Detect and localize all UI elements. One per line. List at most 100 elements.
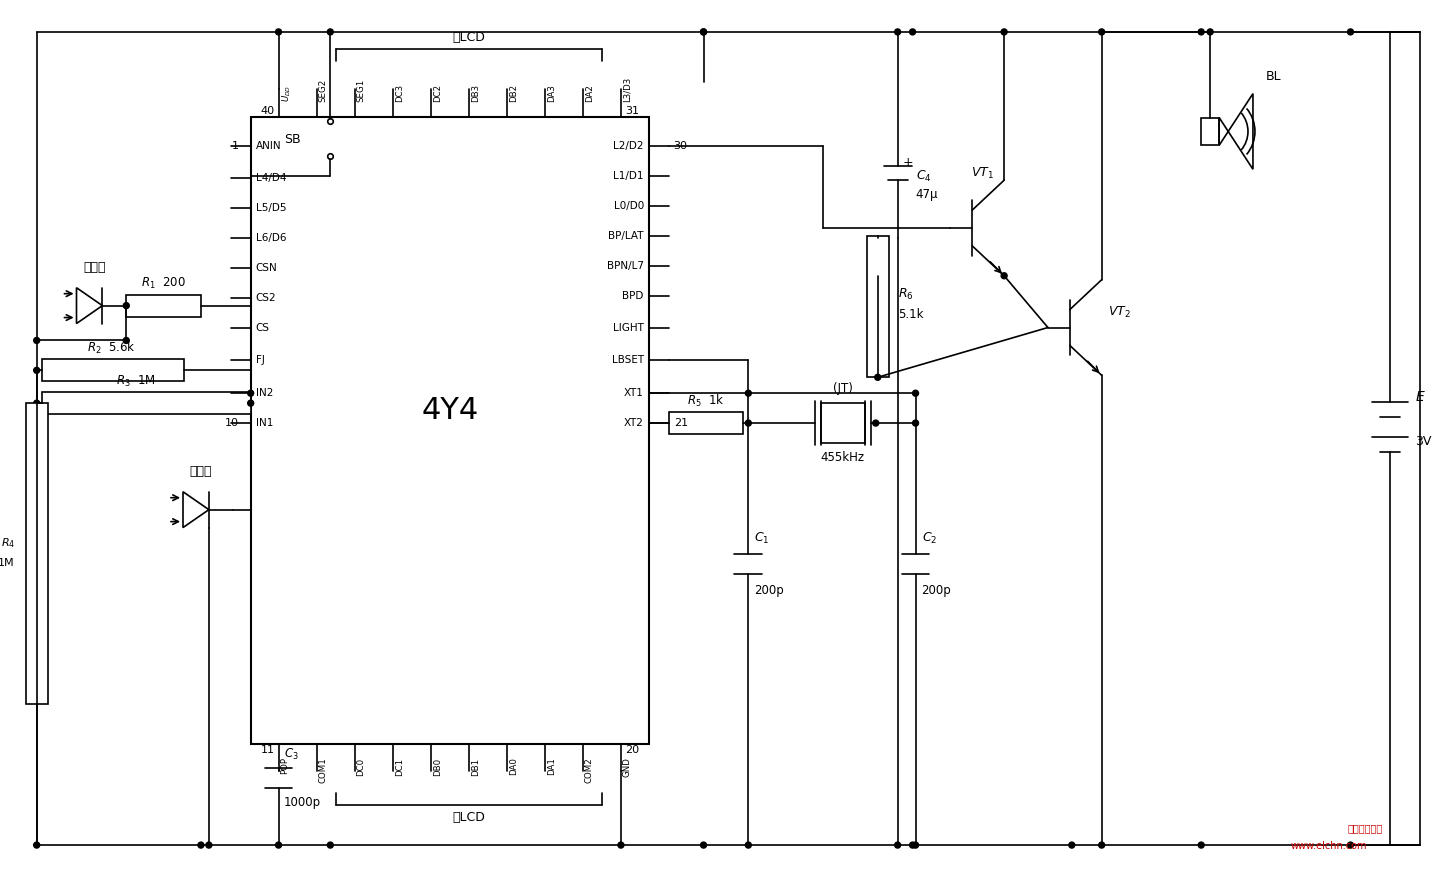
Text: CS2: CS2	[256, 292, 276, 303]
Text: L0/D0: L0/D0	[614, 201, 643, 211]
Text: COM2: COM2	[585, 758, 594, 783]
Text: $C_3$: $C_3$	[284, 747, 298, 762]
Text: 4Y4: 4Y4	[420, 396, 479, 424]
Circle shape	[247, 400, 253, 406]
Text: GND: GND	[623, 758, 631, 777]
Bar	[867, 236, 889, 377]
Text: $U_{DD}$: $U_{DD}$	[281, 84, 292, 102]
Bar	[26, 403, 48, 704]
Circle shape	[1099, 842, 1104, 848]
Text: BL: BL	[1266, 70, 1282, 83]
Text: E: E	[1416, 390, 1424, 404]
Text: SEG2: SEG2	[319, 79, 327, 102]
Text: 31: 31	[624, 106, 639, 116]
Bar	[821, 403, 864, 443]
Text: DB2: DB2	[509, 83, 518, 102]
Text: ANIN: ANIN	[256, 142, 281, 151]
Circle shape	[895, 842, 901, 848]
Circle shape	[198, 842, 204, 848]
Circle shape	[1001, 29, 1007, 35]
Circle shape	[874, 374, 880, 381]
Circle shape	[700, 842, 707, 848]
Text: CSN: CSN	[256, 262, 278, 273]
Text: L5/D5: L5/D5	[256, 203, 287, 214]
Circle shape	[247, 390, 253, 396]
Text: 30: 30	[674, 142, 688, 151]
Text: DB1: DB1	[471, 758, 480, 775]
Text: DA0: DA0	[509, 758, 518, 775]
Circle shape	[1199, 29, 1205, 35]
Text: $R_5$  1k: $R_5$ 1k	[687, 393, 725, 410]
Text: $R_3$  1M: $R_3$ 1M	[116, 374, 156, 388]
Circle shape	[275, 842, 281, 848]
Circle shape	[124, 303, 129, 309]
Circle shape	[207, 842, 212, 848]
Circle shape	[912, 420, 918, 426]
Circle shape	[1208, 29, 1213, 35]
Text: DC3: DC3	[394, 83, 403, 102]
Text: L6/D6: L6/D6	[256, 233, 287, 243]
Circle shape	[33, 400, 39, 406]
Text: 接收器: 接收器	[189, 466, 212, 479]
Text: $R_6$: $R_6$	[898, 287, 914, 302]
Text: DB0: DB0	[432, 758, 442, 775]
Text: 10: 10	[224, 418, 239, 428]
Circle shape	[745, 390, 751, 396]
Circle shape	[895, 29, 901, 35]
Text: +: +	[902, 156, 914, 169]
Text: 455kHz: 455kHz	[821, 452, 864, 465]
Text: SEG1: SEG1	[356, 79, 365, 102]
Text: www.elchn.com: www.elchn.com	[1291, 841, 1368, 851]
Circle shape	[700, 29, 707, 35]
Circle shape	[873, 420, 879, 426]
Text: L3/D3: L3/D3	[623, 76, 631, 102]
Text: $C_1$: $C_1$	[754, 531, 770, 546]
Text: 去LCD: 去LCD	[453, 811, 485, 823]
Text: DC0: DC0	[356, 758, 365, 775]
Text: 3V: 3V	[1416, 436, 1432, 449]
Circle shape	[33, 368, 39, 374]
Text: 11: 11	[260, 745, 275, 754]
Text: $R_1$  200: $R_1$ 200	[141, 276, 186, 291]
Text: CS: CS	[256, 323, 269, 332]
Text: POP: POP	[281, 758, 290, 774]
Circle shape	[33, 338, 39, 344]
Text: XT1: XT1	[624, 388, 643, 398]
Circle shape	[275, 29, 281, 35]
Text: COM1: COM1	[319, 758, 327, 783]
Text: BP/LAT: BP/LAT	[608, 231, 643, 241]
Bar	[1202, 117, 1219, 145]
Text: LBSET: LBSET	[611, 355, 643, 366]
Text: $R_4$: $R_4$	[0, 536, 15, 550]
Text: L1/D1: L1/D1	[614, 172, 643, 181]
Text: DC1: DC1	[394, 758, 403, 775]
Bar	[250, 116, 649, 744]
Text: $C_2$: $C_2$	[921, 531, 937, 546]
Text: FJ: FJ	[256, 355, 265, 366]
Circle shape	[618, 842, 624, 848]
Text: DC2: DC2	[432, 83, 442, 102]
Text: 20: 20	[624, 745, 639, 754]
Circle shape	[745, 842, 751, 848]
Text: L2/D2: L2/D2	[614, 142, 643, 151]
Circle shape	[912, 390, 918, 396]
Circle shape	[1001, 273, 1007, 279]
Circle shape	[1069, 842, 1075, 848]
Text: 47μ: 47μ	[915, 187, 938, 200]
Bar	[669, 412, 744, 434]
Circle shape	[909, 842, 915, 848]
Text: DA2: DA2	[585, 84, 594, 102]
Text: 1000p: 1000p	[284, 795, 320, 808]
Text: $VT_1$: $VT_1$	[970, 165, 994, 181]
Text: L4/D4: L4/D4	[256, 173, 287, 183]
Text: BPN/L7: BPN/L7	[607, 261, 643, 270]
Circle shape	[745, 420, 751, 426]
Circle shape	[1099, 29, 1104, 35]
Circle shape	[1347, 842, 1353, 848]
Circle shape	[1199, 842, 1205, 848]
Text: (JT): (JT)	[832, 382, 853, 395]
Text: SB: SB	[284, 133, 300, 146]
Text: BPD: BPD	[623, 290, 643, 301]
Text: $C_4$: $C_4$	[915, 169, 931, 184]
Text: LIGHT: LIGHT	[613, 323, 643, 332]
